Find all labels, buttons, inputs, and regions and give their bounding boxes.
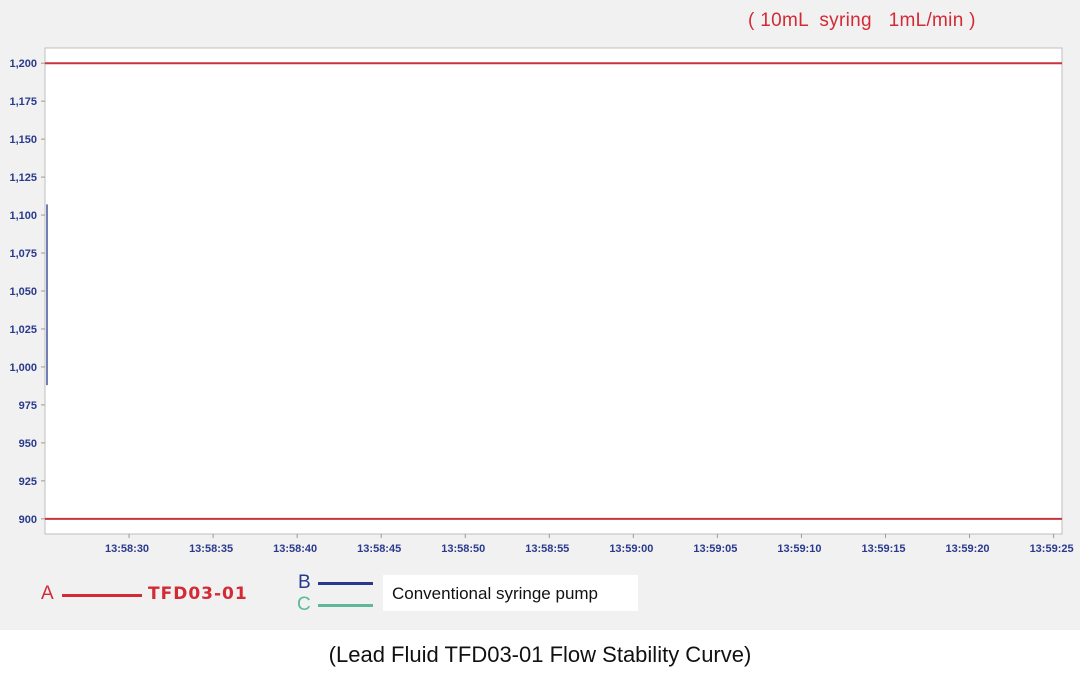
x-tick-label: 13:58:45 — [357, 543, 401, 555]
x-tick-label: 13:59:10 — [777, 543, 821, 555]
flow-chart: 900 925 950 975 1,000 1,025 1,050 1,075 1,100 1,1… — [9, 47, 1074, 555]
y-tick-label: 1,150 — [9, 134, 37, 146]
legend-bc-name: Conventional syringe pump — [392, 584, 599, 603]
figure-caption: (Lead Fluid TFD03-01 Flow Stability Curv… — [328, 642, 752, 667]
x-tick-label: 13:59:15 — [861, 543, 905, 555]
y-axis: 900 925 950 975 1,000 1,025 1,050 1,075 1,100 1,1… — [9, 58, 45, 526]
legend-bc-box: Conventional syringe pump — [383, 575, 638, 611]
condition-label: ( 10mL syring 1mL/min ) — [748, 10, 976, 31]
limit-lines — [45, 62, 1062, 520]
legend-b-line — [318, 582, 373, 585]
caption-band: (Lead Fluid TFD03-01 Flow Stability Curv… — [0, 630, 1080, 680]
y-tick-label: 950 — [19, 438, 37, 450]
x-tick-label: 13:58:55 — [525, 543, 569, 555]
y-tick-label: 1,075 — [9, 248, 37, 260]
legend-a-line — [62, 594, 142, 597]
y-tick-label: 1,100 — [9, 210, 37, 222]
y-tick-label: 900 — [19, 514, 37, 526]
x-tick-label: 13:59:20 — [946, 543, 990, 555]
y-tick-label: 1,000 — [9, 362, 37, 374]
legend-a-name: TFD03-01 — [148, 584, 248, 604]
x-axis: 13:58:30 13:58:35 13:58:40 13:58:45 13:58:50… — [105, 534, 1074, 555]
series-layer — [46, 204, 48, 386]
x-tick-label: 13:59:25 — [1030, 543, 1074, 555]
y-tick-label: 1,025 — [9, 324, 37, 336]
legend-b-letter: B — [298, 572, 311, 593]
y-tick-label: 1,050 — [9, 286, 37, 298]
plot-area — [44, 47, 1063, 535]
legend-c-line — [318, 604, 373, 607]
x-tick-label: 13:58:35 — [189, 543, 233, 555]
legend-c-letter: C — [297, 594, 311, 615]
y-tick-label: 1,175 — [9, 96, 37, 108]
x-tick-label: 13:58:50 — [441, 543, 485, 555]
y-tick-label: 1,125 — [9, 172, 37, 184]
y-tick-label: 1,200 — [9, 58, 37, 70]
x-tick-label: 13:58:40 — [273, 543, 317, 555]
x-tick-label: 13:58:30 — [105, 543, 149, 555]
x-tick-label: 13:59:00 — [609, 543, 653, 555]
legend-a-letter: A — [41, 583, 54, 604]
x-tick-label: 13:59:05 — [693, 543, 737, 555]
y-tick-label: 975 — [19, 400, 37, 412]
y-tick-label: 925 — [19, 476, 37, 488]
